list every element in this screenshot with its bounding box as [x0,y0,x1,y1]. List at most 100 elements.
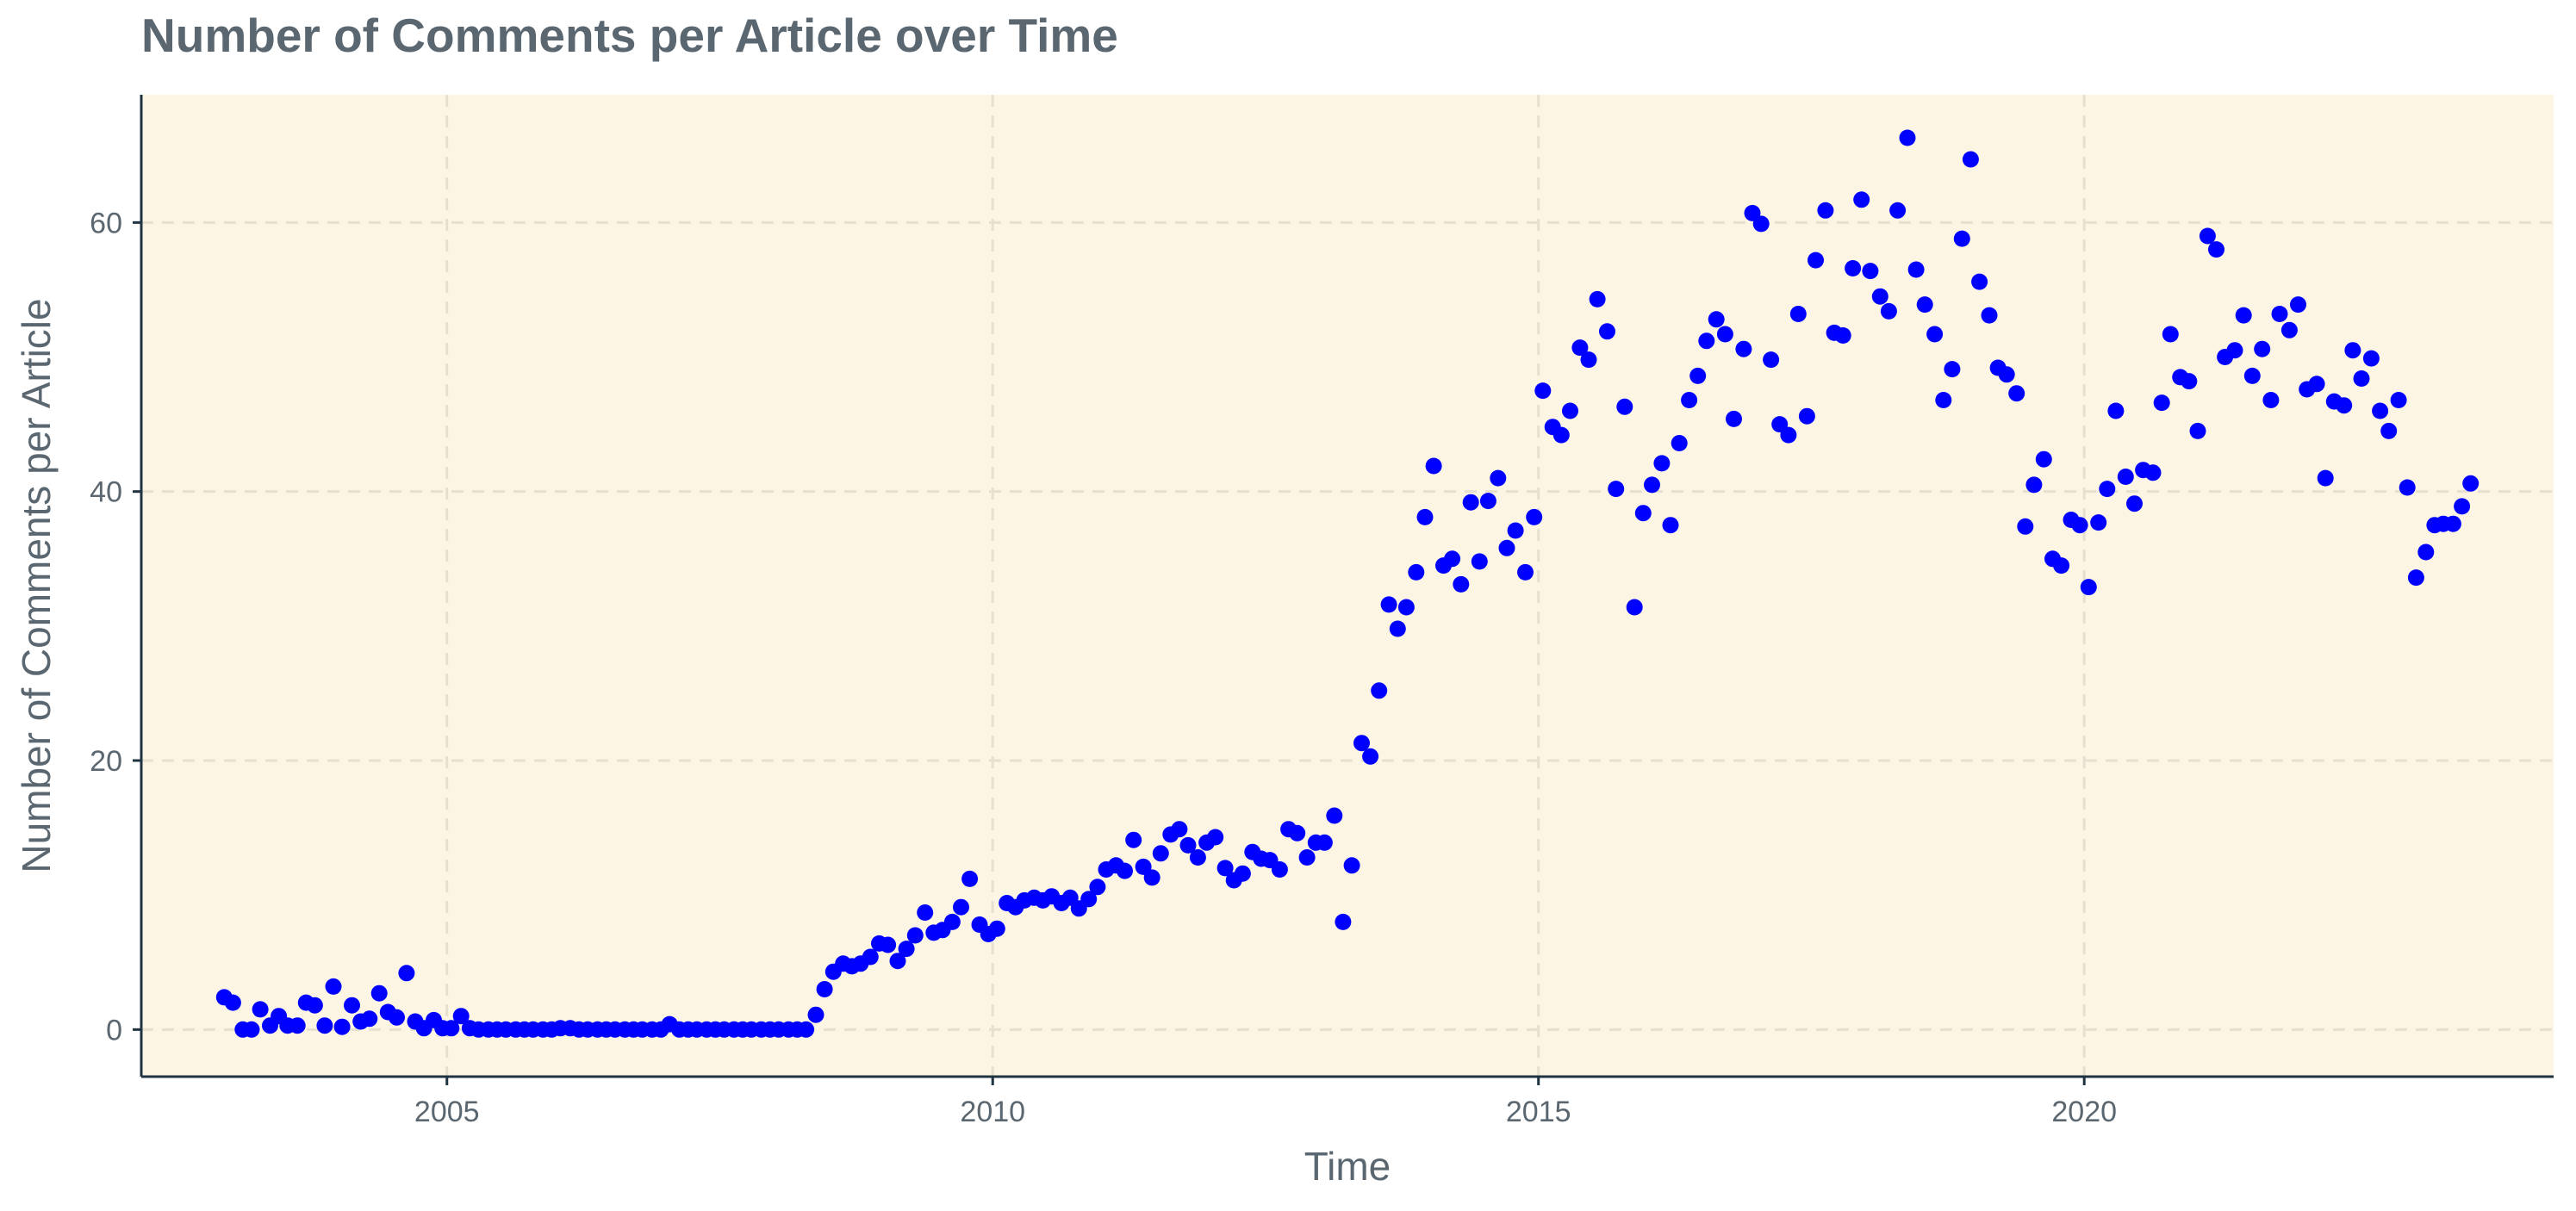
data-point [961,870,979,887]
data-point [988,920,1005,937]
data-point [2035,450,2052,468]
data-point [1853,191,1870,208]
data-point [252,1001,269,1018]
data-point [1608,481,1625,498]
data-point [1534,382,1552,400]
data-point [1763,351,1780,369]
data-point [2199,227,2216,245]
data-points [215,129,2480,1038]
data-point [1552,426,1570,444]
data-point [862,948,879,966]
x-tick-label: 2010 [960,1096,1025,1128]
data-point [1453,575,1470,593]
data-point [1662,517,1679,534]
data-point [2243,367,2261,384]
data-point [370,984,388,1002]
data-point [1698,332,1715,350]
data-point [1326,807,1343,824]
data-point [1498,539,1515,556]
data-point [2107,402,2125,419]
data-point [1125,831,1142,848]
data-point [2153,394,2170,412]
data-point [2290,296,2306,314]
data-point [344,997,360,1014]
data-point [1752,215,1770,233]
data-point [1599,323,1615,340]
data-point [1780,426,1797,444]
data-point [1681,392,1698,408]
data-point [2462,475,2480,492]
data-point [1962,151,1979,168]
data-point [953,898,969,916]
data-point [1425,457,1442,475]
data-point [943,913,961,930]
data-point [1735,340,1752,357]
data-point [816,981,833,997]
data-point [1916,296,1933,314]
data-point [1726,410,1742,427]
data-point [1408,563,1425,581]
data-point [398,965,415,982]
data-point [2226,342,2243,359]
data-point [1899,129,1916,146]
data-point [1944,361,1961,378]
data-point [2271,306,2288,322]
data-point [2117,469,2134,485]
data-point [807,1006,824,1023]
data-point [1971,273,1988,290]
data-point [1671,435,1688,451]
data-point [1880,302,1897,320]
data-point [1871,288,1888,305]
data-point [389,1009,405,1026]
grid-lines [141,95,2554,1077]
data-point [1708,311,1725,328]
data-point [889,953,906,970]
data-point [1152,845,1169,862]
data-point [2053,557,2070,574]
data-point [2181,373,2198,390]
data-point [1580,351,1597,369]
x-tick-label: 2015 [1506,1096,1571,1128]
data-point [1179,836,1197,854]
data-point [1817,202,1834,219]
data-point [2080,579,2097,596]
data-point [2280,321,2298,338]
data-point [798,1021,815,1038]
x-axis-ticks: 2005 2010 2015 2020 [414,1077,2117,1128]
data-point [880,936,897,953]
data-point [2144,464,2162,481]
data-point [1689,367,1707,384]
data-point [1216,860,1234,877]
data-point [917,904,934,921]
data-point [443,1020,460,1037]
data-point [1517,563,1534,581]
data-point [2071,517,2088,534]
data-point [361,1010,378,1028]
data-point [1389,620,1406,637]
data-point [325,978,342,995]
data-point [2362,350,2380,367]
x-tick-label: 2020 [2051,1096,2117,1128]
data-point [2254,340,2271,357]
data-point [898,941,915,958]
data-point [1862,263,1879,280]
data-point [316,1017,333,1034]
data-point [2262,392,2280,408]
data-point [243,1021,260,1038]
data-point [1479,493,1496,510]
data-point [1416,508,1434,525]
data-point [1616,398,1633,415]
data-point [2017,518,2034,535]
data-point [1171,821,1188,838]
data-point [1889,202,1907,219]
data-point [1335,913,1352,930]
data-point [2353,370,2370,387]
data-point [1789,306,1807,322]
data-point [1234,865,1251,882]
data-point [1471,553,1488,570]
y-tick-label: 40 [90,476,122,509]
data-point [1362,748,1379,765]
data-point [2208,241,2224,258]
y-tick-label: 20 [90,745,122,778]
